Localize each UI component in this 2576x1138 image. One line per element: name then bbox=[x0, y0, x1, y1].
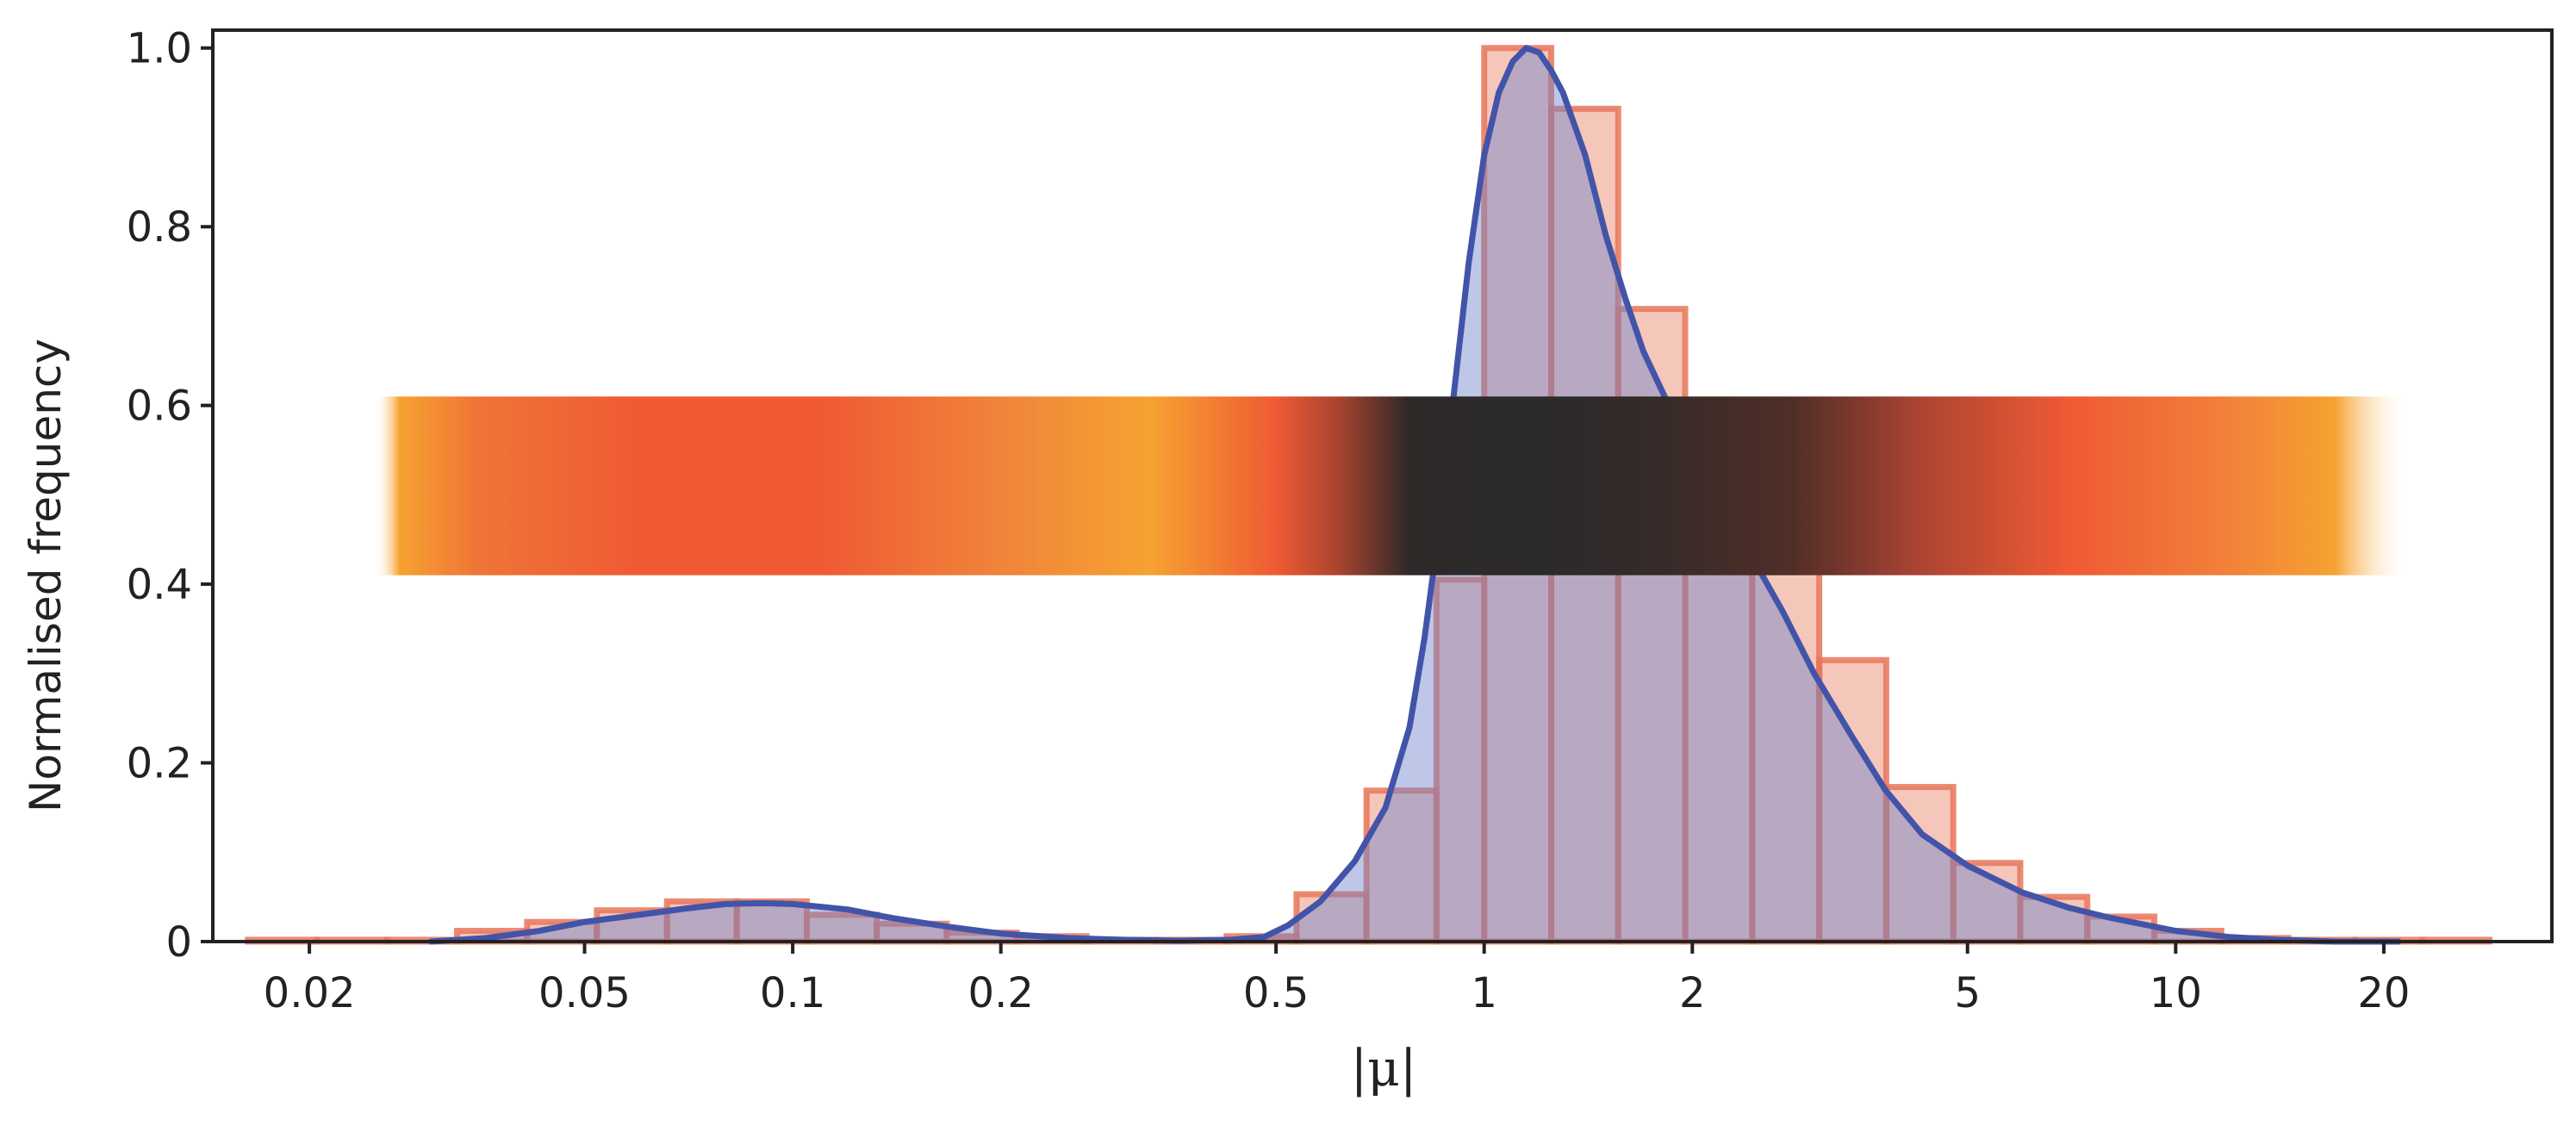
y-tick-label: 0.4 bbox=[127, 561, 192, 609]
x-tick-label: 2 bbox=[1679, 969, 1706, 1017]
x-tick-label: 5 bbox=[1954, 969, 1981, 1017]
y-axis-label: Normalised frequency bbox=[21, 339, 71, 812]
y-tick-label: 1.0 bbox=[127, 25, 192, 73]
histogram-bar bbox=[1816, 656, 1889, 945]
histogram-bar bbox=[1882, 784, 1957, 945]
x-tick-label: 0.2 bbox=[968, 969, 1034, 1017]
x-tick-label: 1 bbox=[1471, 969, 1497, 1017]
x-tick-label: 20 bbox=[2357, 969, 2410, 1017]
x-tick-label: 10 bbox=[2150, 969, 2202, 1017]
color-band bbox=[376, 396, 2406, 575]
y-tick-label: 0.2 bbox=[127, 740, 192, 788]
y-tick-label: 0 bbox=[165, 918, 192, 967]
y-axis-ticks: 0 0.2 0.4 0.6 0.8 1.0 bbox=[127, 25, 213, 967]
x-axis-label: |μ| bbox=[1351, 1039, 1417, 1098]
density-curve-line bbox=[427, 45, 2402, 945]
y-tick-label: 0.6 bbox=[127, 382, 192, 431]
plot-frame bbox=[211, 28, 2554, 943]
density-curve-fill bbox=[431, 47, 2399, 942]
x-tick-label: 0.02 bbox=[264, 969, 356, 1017]
y-tick-label: 0.8 bbox=[127, 203, 192, 252]
x-axis-ticks: 0.02 0.05 0.1 0.2 0.5 1 2 5 10 20 bbox=[264, 942, 2410, 1017]
x-tick-label: 0.05 bbox=[538, 969, 631, 1017]
x-tick-label: 0.1 bbox=[760, 969, 825, 1017]
x-tick-label: 0.5 bbox=[1243, 969, 1309, 1017]
